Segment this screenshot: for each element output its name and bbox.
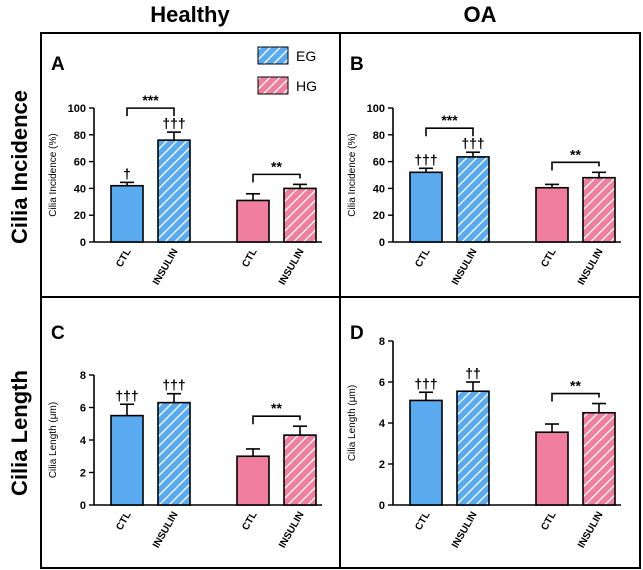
legend: EG HG [257,46,317,95]
bar-hg-ctl [535,186,569,243]
y-tick-label: 8 [379,336,385,348]
significance-label: *** [441,112,458,128]
y-tick-label: 80 [373,130,385,142]
bar-annotation: ††† [162,377,185,393]
y-tick-label: 40 [373,183,385,195]
x-tick-label: INSULIN [151,510,181,550]
significance-bracket [252,415,301,425]
x-tick-label: CTL [240,247,259,269]
bar-hg-insulin [582,176,616,243]
bar-eg-insulin [456,390,490,506]
significance-label: *** [142,92,159,108]
x-tick-label: CTL [240,510,259,532]
y-axis-title: Cilia Incidence (%) [347,133,358,216]
row-header-cilia-incidence: Cilia Incidence [7,90,32,244]
x-tick-label: INSULIN [576,510,606,550]
significance-bracket [551,392,600,402]
y-tick-label: 40 [74,183,86,195]
y-tick-label: 60 [74,157,86,169]
bar-hg-insulin [283,434,317,506]
x-tick-label: CTL [539,510,558,532]
x-tick-label: CTL [114,510,133,532]
panel-label: C [51,323,65,344]
y-tick-label: 4 [379,418,386,430]
bar-hg-ctl [535,431,569,506]
bar-annotation: †† [465,365,481,381]
x-tick-label: INSULIN [151,247,181,287]
x-tick-label: CTL [539,247,558,269]
panel-label: D [350,323,364,344]
y-tick-label: 20 [74,210,86,222]
bar-eg-insulin [157,139,191,243]
bar-eg-ctl [110,414,144,506]
significance-label: ** [271,400,282,416]
panel-c: C 0 2 4 6 8 Cilia Length (μm) ††† CTL ††† INSULIN C… [48,323,322,550]
y-tick-label: 4 [80,435,87,447]
significance-bracket [126,107,175,117]
bar-eg-ctl [409,399,443,506]
significance-label: ** [570,378,581,394]
x-tick-label: CTL [413,510,432,532]
bar-annotation: ††† [414,375,437,391]
significance-label: ** [271,158,282,174]
y-tick-label: 20 [373,210,385,222]
panel-label: B [350,54,364,75]
significance-bracket [425,127,474,137]
x-tick-label: CTL [413,247,432,269]
y-tick-label: 2 [379,459,385,471]
panel-frame-d [339,296,641,569]
y-tick-label: 6 [80,403,86,415]
x-tick-label: INSULIN [576,247,606,287]
x-tick-label: INSULIN [277,510,307,550]
bar-hg-ctl [236,199,270,243]
bar-hg-insulin [283,187,317,243]
y-axis-title: Cilia Incidence (%) [48,133,59,216]
bar-eg-insulin [157,401,191,506]
bar-annotation: ††† [461,135,484,151]
significance-bracket [252,173,301,183]
row-header-cilia-length: Cilia Length [7,370,32,496]
column-header-oa: OA [464,2,497,27]
bar-annotation: ††† [414,151,437,167]
legend-swatch-eg [257,46,289,65]
legend-swatch-hg [257,76,289,95]
y-axis-title: Cilia Length (μm) [347,385,358,461]
bar-annotation: ††† [115,387,138,403]
bar-eg-insulin [456,156,490,243]
legend-label-hg: HG [296,78,317,94]
significance-bracket [551,161,600,171]
x-tick-label: INSULIN [450,510,480,550]
x-tick-label: INSULIN [277,247,307,287]
bar-eg-ctl [110,184,144,243]
panel-d: D 0 2 4 6 8 Cilia Length (μm) ††† CTL †† INSULIN CT… [347,323,621,550]
x-tick-label: CTL [114,247,133,269]
x-tick-label: INSULIN [450,247,480,287]
significance-label: ** [570,146,581,162]
bar-annotation: ††† [162,115,185,131]
y-tick-label: 0 [379,500,385,512]
y-tick-label: 100 [367,103,385,115]
y-tick-label: 80 [74,130,86,142]
bar-eg-ctl [409,171,443,243]
column-header-healthy: Healthy [150,2,230,27]
y-tick-label: 6 [379,377,385,389]
y-tick-label: 0 [379,237,385,249]
bar-annotation: † [123,165,131,181]
y-tick-label: 0 [80,500,86,512]
bar-hg-ctl [236,455,270,506]
legend-label-eg: EG [296,48,316,64]
y-axis-title: Cilia Length (μm) [48,402,59,478]
y-tick-label: 100 [68,103,86,115]
y-tick-label: 8 [80,370,86,382]
y-tick-label: 0 [80,237,86,249]
panel-label: A [51,54,65,75]
y-tick-label: 2 [80,468,86,480]
bar-hg-insulin [582,411,616,506]
panel-b: B 0 20 40 60 80 100 Cilia Incidence (%) ††† CTL ††… [347,54,621,287]
y-tick-label: 60 [373,157,385,169]
